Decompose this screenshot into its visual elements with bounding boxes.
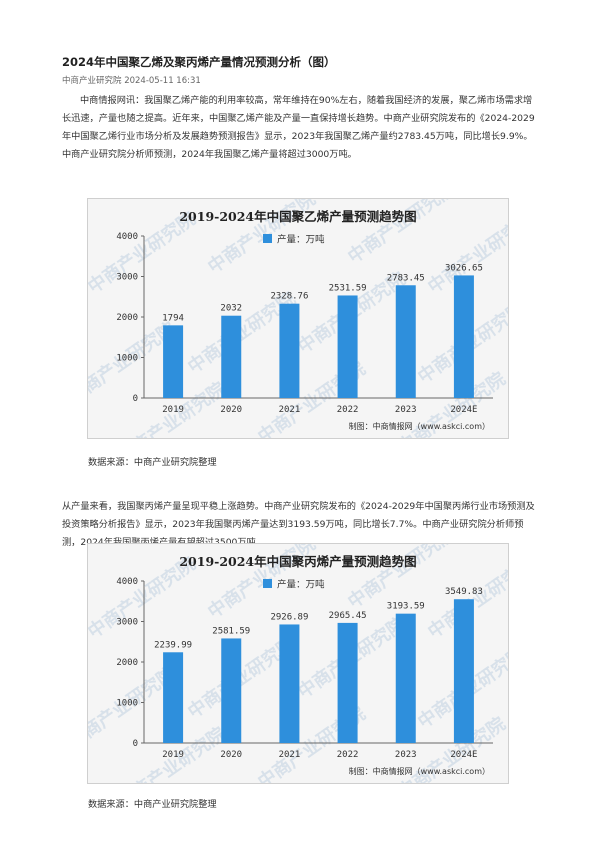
legend-label: 产量：万吨 <box>277 234 325 246</box>
x-tick-label-2020: 2020 <box>220 405 242 415</box>
article-title: 2024年中国聚乙烯及聚丙烯产量情况预测分析（图） <box>62 55 336 69</box>
y-tick-label: 4000 <box>116 577 138 587</box>
paragraph-1: 中商情报网讯：我国聚乙烯产能的利用率较高，常年维持在90%左右，随着我国经济的发… <box>62 95 535 160</box>
x-tick-label-2019: 2019 <box>162 750 184 760</box>
bar-2024E <box>453 599 474 743</box>
x-tick-label-2021: 2021 <box>279 405 301 415</box>
article-meta: 中商产业研究院 2024-05-11 16:31 <box>62 76 201 86</box>
value-label-2024E: 3026.65 <box>445 263 483 273</box>
chart-title: 2019-2024年中国聚丙烯产量预测趋势图 <box>179 554 416 569</box>
x-tick-label-2021: 2021 <box>279 750 301 760</box>
value-label-2021: 2926.89 <box>270 612 308 622</box>
value-label-2023: 3193.59 <box>387 602 425 612</box>
source-note-1: 数据来源：中商产业研究院整理 <box>88 457 217 468</box>
value-label-2020: 2581.59 <box>212 626 250 636</box>
value-label-2019: 1794 <box>162 313 184 323</box>
bar-2024E <box>453 275 474 398</box>
bar-2022 <box>337 295 358 398</box>
value-label-2021: 2328.76 <box>270 292 308 302</box>
x-tick-label-2023: 2023 <box>395 405 417 415</box>
chart-credit: 制图：中商情报网（www.askci.com） <box>349 766 490 776</box>
x-tick-label-2019: 2019 <box>162 405 184 415</box>
y-tick-label: 3000 <box>116 618 138 628</box>
x-tick-label-2024E: 2024E <box>450 750 477 760</box>
x-tick-label-2023: 2023 <box>395 750 417 760</box>
paragraph-2: 从产量来看，我国聚丙烯产量呈现平稳上涨趋势。中商产业研究院发布的《2024-20… <box>62 501 535 548</box>
legend-swatch <box>263 234 272 243</box>
source-note-2: 数据来源：中商产业研究院整理 <box>88 799 217 810</box>
bar-2020 <box>221 638 242 743</box>
bar-2019 <box>163 652 184 743</box>
bar-2020 <box>221 315 242 398</box>
value-label-2020: 2032 <box>220 304 242 314</box>
bar-2021 <box>279 624 300 743</box>
chart-credit: 制图：中商情报网（www.askci.com） <box>349 421 490 431</box>
bar-2019 <box>163 325 184 398</box>
legend-label: 产量：万吨 <box>277 579 325 591</box>
y-tick-label: 1000 <box>116 699 138 709</box>
value-label-2023: 2783.45 <box>387 273 425 283</box>
bar-2022 <box>337 622 358 743</box>
bar-2021 <box>279 303 300 398</box>
x-tick-label-2022: 2022 <box>337 750 359 760</box>
value-label-2022: 2531.59 <box>329 283 367 293</box>
y-tick-label: 4000 <box>116 232 138 242</box>
y-tick-label: 3000 <box>116 273 138 283</box>
value-label-2024E: 3549.83 <box>445 587 483 597</box>
value-label-2022: 2965.45 <box>329 611 367 621</box>
chart-title: 2019-2024年中国聚乙烯产量预测趋势图 <box>179 209 416 224</box>
x-tick-label-2022: 2022 <box>337 405 359 415</box>
y-tick-label: 2000 <box>116 658 138 668</box>
polypropylene-chart: 中商产业研究院 中商产业研究院 中商产业研究院 中商产业研究院 中商产业研究院 中商产业研… <box>87 543 509 784</box>
x-tick-label-2024E: 2024E <box>450 405 477 415</box>
legend-swatch <box>263 579 272 588</box>
polyethylene-chart: 中商产业研究院 中商产业研究院 中商产业研究院 中商产业研究院 中商产业研究院 中商产业研… <box>87 198 509 439</box>
x-tick-label-2020: 2020 <box>220 750 242 760</box>
value-label-2019: 2239.99 <box>154 640 192 650</box>
y-tick-label: 1000 <box>116 354 138 364</box>
bar-2023 <box>395 285 416 398</box>
bar-2023 <box>395 613 416 743</box>
y-tick-label: 0 <box>133 739 138 749</box>
y-tick-label: 0 <box>133 394 138 404</box>
y-tick-label: 2000 <box>116 313 138 323</box>
